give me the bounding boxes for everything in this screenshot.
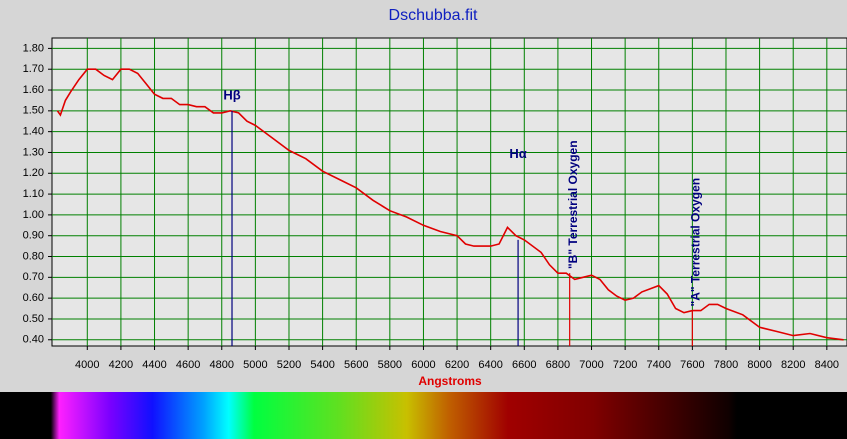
x-tick-label: 8400 (815, 359, 839, 371)
x-tick-label: 7000 (579, 359, 603, 371)
y-tick-label: 1.10 (23, 188, 44, 200)
y-tick-label: 0.70 (23, 271, 44, 283)
y-tick-label: 1.70 (23, 63, 44, 75)
x-tick-label: 4800 (210, 359, 234, 371)
spectrum-strip (0, 392, 847, 439)
annotation-label: Hβ (223, 88, 240, 103)
chart-title: Dschubba.fit (389, 7, 478, 24)
x-tick-label: 8200 (781, 359, 805, 371)
x-tick-label: 7400 (647, 359, 671, 371)
plot-area (51, 37, 847, 347)
spectrum-line (56, 68, 844, 341)
x-tick-label: 6800 (546, 359, 570, 371)
x-tick-label: 5600 (344, 359, 368, 371)
x-axis-label: Angstroms (418, 374, 482, 388)
annotation-label: "B" Terrestrial Oxygen (566, 140, 580, 269)
x-tick-label: 7800 (714, 359, 738, 371)
y-tick-label: 1.50 (23, 105, 44, 117)
x-tick-label: 5400 (310, 359, 334, 371)
y-tick-label: 0.50 (23, 313, 44, 325)
x-tick-label: 4600 (176, 359, 200, 371)
x-tick-label: 5000 (243, 359, 267, 371)
y-tick-label: 1.40 (23, 126, 44, 138)
x-tick-label: 4400 (142, 359, 166, 371)
y-tick-label: 1.60 (23, 84, 44, 96)
y-tick-label: 1.80 (23, 42, 44, 54)
y-tick-label: 0.60 (23, 292, 44, 304)
x-tick-label: 7200 (613, 359, 637, 371)
x-tick-label: 6000 (411, 359, 435, 371)
x-tick-label: 8000 (747, 359, 771, 371)
y-tick-label: 1.00 (23, 209, 44, 221)
annotation-label: "A" Terrestrial Oxygen (689, 178, 703, 307)
x-tick-label: 6600 (512, 359, 536, 371)
x-tick-label: 6400 (478, 359, 502, 371)
y-tick-label: 0.40 (23, 334, 44, 346)
y-tick-label: 1.30 (23, 146, 44, 158)
x-tick-label: 6200 (445, 359, 469, 371)
annotation-label: Hα (509, 146, 526, 161)
y-tick-label: 1.20 (23, 167, 44, 179)
x-tick-label: 5800 (378, 359, 402, 371)
x-tick-label: 7600 (680, 359, 704, 371)
y-tick-label: 0.90 (23, 230, 44, 242)
x-tick-label: 4000 (75, 359, 99, 371)
x-tick-label: 5200 (277, 359, 301, 371)
y-tick-label: 0.80 (23, 250, 44, 262)
x-tick-label: 4200 (109, 359, 133, 371)
